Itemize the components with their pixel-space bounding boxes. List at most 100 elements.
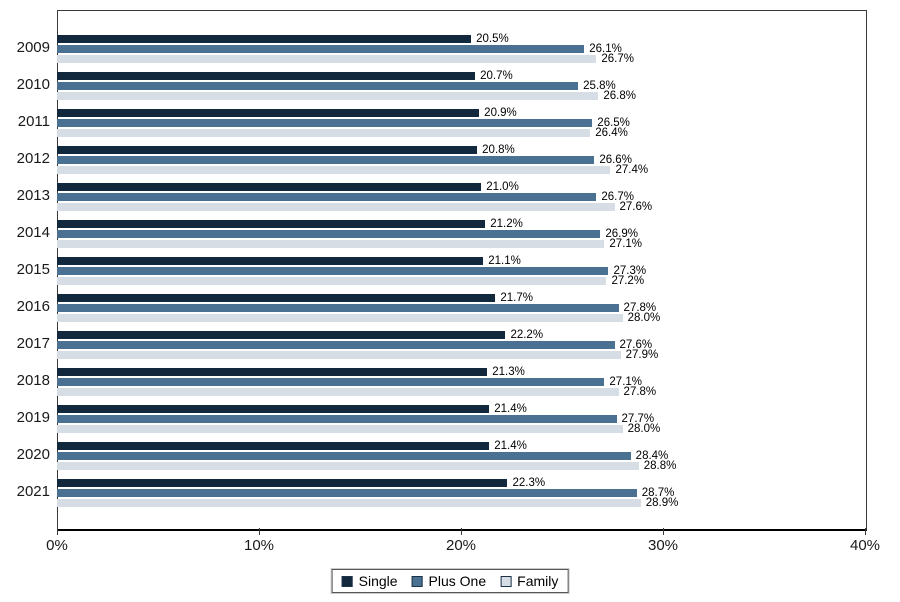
category-label-2019: 2019 <box>16 409 50 426</box>
bar-family-2016 <box>57 314 623 322</box>
bar-single-2018 <box>57 368 488 376</box>
value-label-family-2021: 28.9% <box>645 497 679 509</box>
bar-family-2017 <box>57 351 621 359</box>
bar-plus-one-2020 <box>57 452 631 460</box>
value-label-plus-one-2009: 26.1% <box>589 43 622 55</box>
category-label-2016: 2016 <box>16 298 50 315</box>
value-label-family-2010: 26.8% <box>603 90 636 102</box>
bar-single-2014 <box>57 220 486 228</box>
bar-single-2019 <box>57 405 490 413</box>
x-tick-label-30: 30% <box>647 537 679 554</box>
value-label-plus-one-2013: 26.7% <box>601 191 634 203</box>
value-label-family-2017: 27.9% <box>625 349 659 361</box>
bar-family-2020 <box>57 462 639 470</box>
category-label-2012: 2012 <box>16 150 50 167</box>
value-label-family-2015: 27.2% <box>611 275 645 287</box>
bar-family-2011 <box>57 129 591 137</box>
value-label-single-2017: 22.2% <box>510 329 544 341</box>
value-label-single-2015: 21.1% <box>488 255 521 267</box>
legend-item-single: Single <box>341 573 398 589</box>
value-label-plus-one-2019: 27.7% <box>621 413 655 425</box>
bar-family-2014 <box>57 240 605 248</box>
value-label-family-2019: 28.0% <box>627 423 661 435</box>
value-label-plus-one-2015: 27.3% <box>613 265 647 277</box>
category-label-2015: 2015 <box>16 261 50 278</box>
value-label-single-2012: 20.8% <box>482 144 515 156</box>
value-label-plus-one-2021: 28.7% <box>641 487 675 499</box>
bar-plus-one-2013 <box>57 193 597 201</box>
bar-plus-one-2019 <box>57 415 617 423</box>
legend-label-single: Single <box>358 573 398 589</box>
bar-family-2019 <box>57 425 623 433</box>
value-label-plus-one-2017: 27.6% <box>619 339 653 351</box>
value-label-family-2018: 27.8% <box>623 386 657 398</box>
bar-single-2009 <box>57 35 472 43</box>
bar-plus-one-2011 <box>57 119 593 127</box>
bar-plus-one-2021 <box>57 489 637 497</box>
value-label-single-2010: 20.7% <box>480 70 513 82</box>
value-label-single-2016: 21.7% <box>500 292 533 304</box>
bar-family-2021 <box>57 499 641 507</box>
bar-plus-one-2009 <box>57 45 585 53</box>
legend-item-family: Family <box>500 573 558 589</box>
value-label-plus-one-2016: 27.8% <box>623 302 657 314</box>
bar-plus-one-2015 <box>57 267 609 275</box>
category-label-2014: 2014 <box>16 224 50 241</box>
x-tick-label-20: 20% <box>445 537 477 554</box>
bar-single-2021 <box>57 479 508 487</box>
x-tick-0 <box>56 528 58 535</box>
single-swatch-icon <box>341 575 353 587</box>
legend: Single Plus One Family <box>331 569 569 593</box>
value-label-family-2011: 26.4% <box>595 127 628 139</box>
x-tick-40 <box>864 528 866 535</box>
value-label-plus-one-2014: 26.9% <box>605 228 638 240</box>
category-label-2009: 2009 <box>16 39 50 56</box>
value-label-plus-one-2012: 26.6% <box>599 154 632 166</box>
bar-family-2012 <box>57 166 611 174</box>
x-tick-label-40: 40% <box>849 537 881 554</box>
bar-single-2013 <box>57 183 482 191</box>
bar-plus-one-2018 <box>57 378 605 386</box>
bar-plus-one-2016 <box>57 304 619 312</box>
value-label-single-2019: 21.4% <box>494 403 527 415</box>
bar-family-2013 <box>57 203 615 211</box>
value-label-family-2016: 28.0% <box>627 312 661 324</box>
x-tick-label-0: 0% <box>46 537 68 554</box>
value-label-family-2009: 26.7% <box>601 53 634 65</box>
value-label-single-2014: 21.2% <box>490 218 523 230</box>
bar-single-2020 <box>57 442 490 450</box>
bar-plus-one-2010 <box>57 82 579 90</box>
value-label-family-2013: 27.6% <box>619 201 653 213</box>
legend-item-plus-one: Plus One <box>411 573 487 589</box>
bar-single-2016 <box>57 294 496 302</box>
x-tick-label-10: 10% <box>243 537 275 554</box>
plus-one-swatch-icon <box>411 575 423 587</box>
value-label-plus-one-2010: 25.8% <box>583 80 616 92</box>
category-label-2021: 2021 <box>16 483 50 500</box>
category-label-2011: 2011 <box>17 113 50 130</box>
category-label-2010: 2010 <box>16 76 50 93</box>
value-label-family-2014: 27.1% <box>609 238 643 250</box>
bar-plus-one-2012 <box>57 156 595 164</box>
bar-family-2009 <box>57 55 597 63</box>
value-label-family-2020: 28.8% <box>643 460 677 472</box>
bar-single-2017 <box>57 331 506 339</box>
x-tick-30 <box>662 528 664 535</box>
value-label-family-2012: 27.4% <box>615 164 649 176</box>
bar-single-2010 <box>57 72 476 80</box>
x-tick-10 <box>258 528 260 535</box>
bar-family-2018 <box>57 388 619 396</box>
category-label-2018: 2018 <box>16 372 50 389</box>
legend-label-family: Family <box>517 573 559 589</box>
category-label-2020: 2020 <box>16 446 50 463</box>
value-label-plus-one-2018: 27.1% <box>609 376 643 388</box>
bar-single-2012 <box>57 146 478 154</box>
category-label-2013: 2013 <box>16 187 50 204</box>
bar-single-2015 <box>57 257 484 265</box>
value-label-plus-one-2011: 26.5% <box>597 117 630 129</box>
legend-label-plus-one: Plus One <box>428 573 487 589</box>
category-label-2017: 2017 <box>16 335 50 352</box>
value-label-single-2020: 21.4% <box>494 440 527 452</box>
bar-plus-one-2014 <box>57 230 601 238</box>
